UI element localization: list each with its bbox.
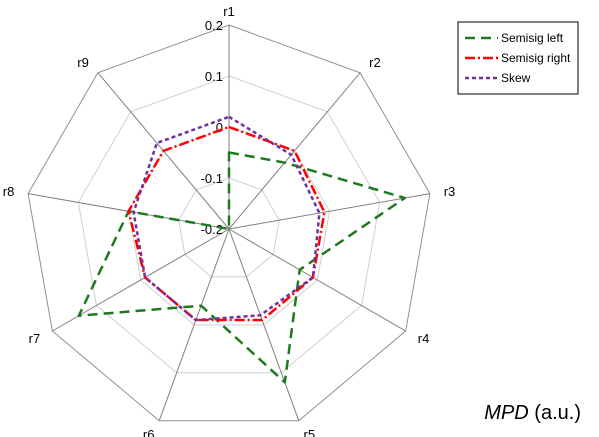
series-line-1: [77, 151, 407, 384]
spoke-r7: [52, 228, 230, 332]
tick-label: -0.1: [201, 171, 223, 186]
category-label-r8: r8: [3, 184, 15, 199]
category-label-r6: r6: [143, 427, 155, 437]
legend-label-1: Semisig left: [501, 31, 564, 45]
grid-ring: [178, 177, 280, 278]
measure-caption: MPD (a.u.): [484, 402, 581, 425]
category-label-r4: r4: [418, 331, 430, 346]
legend: Semisig left Semisig right Skew: [457, 21, 579, 95]
category-label-r7: r7: [29, 331, 41, 346]
caption-italic: MPD: [484, 402, 529, 424]
caption-rest: (a.u.): [528, 402, 581, 424]
series-line-2: [127, 125, 326, 322]
category-label-r3: r3: [444, 184, 456, 199]
radar-tick-labels: -0.2-0.100.10.2: [201, 18, 223, 237]
spoke-r2: [228, 72, 361, 230]
legend-label-3: Skew: [501, 71, 531, 85]
grid-ring: [27, 24, 431, 422]
spoke-r3: [228, 193, 430, 230]
category-label-r2: r2: [369, 55, 381, 70]
category-label-r5: r5: [304, 427, 316, 437]
spoke-r6: [158, 228, 230, 421]
spoke-r5: [228, 228, 300, 421]
legend-label-2: Semisig right: [501, 51, 571, 65]
tick-label: 0: [216, 120, 223, 135]
radar-axis-labels: r1 r2 r3 r4 r5 r6 r7 r8 r9: [3, 4, 456, 437]
category-label-r1: r1: [223, 4, 235, 19]
radar-series: [77, 115, 407, 384]
spoke-r4: [228, 228, 406, 332]
category-label-r9: r9: [77, 55, 89, 70]
tick-label: 0.1: [205, 69, 223, 84]
grid-ring: [77, 75, 381, 374]
tick-label: 0.2: [205, 18, 223, 33]
series-line-3: [132, 115, 321, 322]
